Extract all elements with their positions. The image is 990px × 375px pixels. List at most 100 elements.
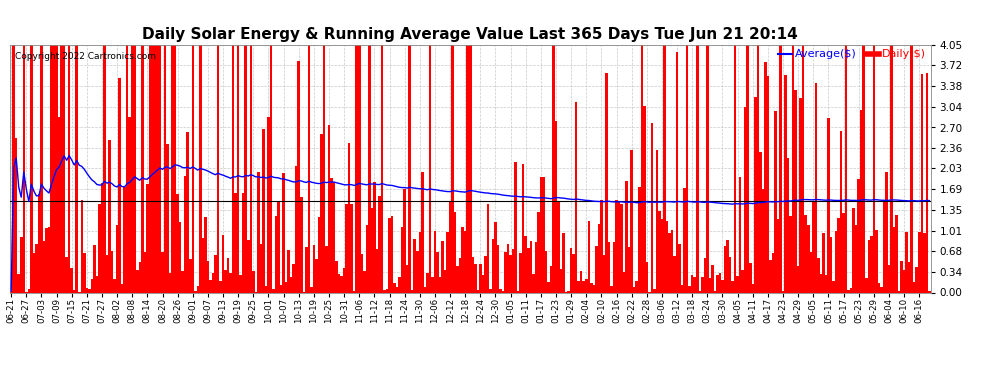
Bar <box>507 244 509 292</box>
Bar <box>928 291 931 292</box>
Bar <box>46 228 48 292</box>
Bar <box>535 242 538 292</box>
Bar <box>719 273 722 292</box>
Bar <box>325 246 328 292</box>
Bar <box>469 45 471 292</box>
Bar <box>875 230 877 292</box>
Bar <box>714 291 716 292</box>
Bar <box>840 131 842 292</box>
Bar <box>577 282 580 292</box>
Bar <box>502 291 504 292</box>
Bar <box>308 45 310 292</box>
Bar <box>779 45 782 292</box>
Bar <box>191 45 194 292</box>
Bar <box>842 213 844 292</box>
Bar <box>487 204 489 292</box>
Bar <box>237 45 240 292</box>
Bar <box>434 231 437 292</box>
Bar <box>722 279 724 292</box>
Bar <box>688 286 691 292</box>
Bar <box>802 45 805 292</box>
Bar <box>292 264 295 292</box>
Bar <box>119 78 121 292</box>
Bar <box>474 264 476 292</box>
Bar <box>663 45 665 292</box>
Bar <box>166 144 169 292</box>
Bar <box>315 259 318 292</box>
Bar <box>547 282 549 292</box>
Bar <box>774 111 777 292</box>
Bar <box>41 45 43 292</box>
Bar <box>852 209 855 292</box>
Bar <box>197 285 199 292</box>
Bar <box>616 201 618 292</box>
Bar <box>911 45 913 292</box>
Bar <box>169 273 171 292</box>
Bar <box>139 262 141 292</box>
Bar <box>532 273 535 292</box>
Bar <box>554 121 557 292</box>
Bar <box>75 45 78 292</box>
Bar <box>570 248 572 292</box>
Bar <box>181 270 184 292</box>
Bar <box>318 217 320 292</box>
Bar <box>862 45 865 292</box>
Bar <box>737 276 739 292</box>
Bar <box>217 45 219 292</box>
Bar <box>658 211 660 292</box>
Bar <box>653 290 655 292</box>
Bar <box>285 282 287 292</box>
Bar <box>645 262 648 292</box>
Bar <box>360 254 363 292</box>
Bar <box>830 237 833 292</box>
Bar <box>794 90 797 292</box>
Bar <box>391 216 393 292</box>
Bar <box>885 172 888 292</box>
Bar <box>585 279 587 292</box>
Bar <box>711 265 714 292</box>
Bar <box>176 194 179 292</box>
Bar <box>65 256 68 292</box>
Bar <box>650 123 653 292</box>
Bar <box>153 45 156 292</box>
Bar <box>358 45 360 292</box>
Bar <box>161 252 163 292</box>
Bar <box>18 274 20 292</box>
Bar <box>186 132 189 292</box>
Bar <box>471 256 474 292</box>
Bar <box>784 75 787 292</box>
Bar <box>204 217 207 292</box>
Bar <box>370 208 373 292</box>
Bar <box>636 281 638 292</box>
Bar <box>807 225 810 292</box>
Bar <box>378 196 381 292</box>
Bar <box>373 182 375 292</box>
Bar <box>628 247 631 292</box>
Bar <box>416 251 419 292</box>
Bar <box>230 273 232 292</box>
Bar <box>401 227 403 292</box>
Bar <box>297 61 300 292</box>
Bar <box>451 45 453 292</box>
Bar <box>78 291 80 292</box>
Bar <box>282 173 285 292</box>
Bar <box>38 194 41 292</box>
Bar <box>681 285 683 292</box>
Bar <box>199 45 202 292</box>
Bar <box>343 268 346 292</box>
Bar <box>633 287 636 292</box>
Bar <box>277 202 280 292</box>
Bar <box>530 241 532 292</box>
Bar <box>219 281 222 292</box>
Bar <box>448 202 451 292</box>
Bar <box>613 242 616 292</box>
Bar <box>52 45 55 292</box>
Bar <box>88 289 91 292</box>
Bar <box>136 270 139 292</box>
Bar <box>484 256 487 292</box>
Bar <box>828 118 830 292</box>
Bar <box>290 277 292 292</box>
Bar <box>101 183 103 292</box>
Bar <box>810 252 812 292</box>
Bar <box>13 45 15 292</box>
